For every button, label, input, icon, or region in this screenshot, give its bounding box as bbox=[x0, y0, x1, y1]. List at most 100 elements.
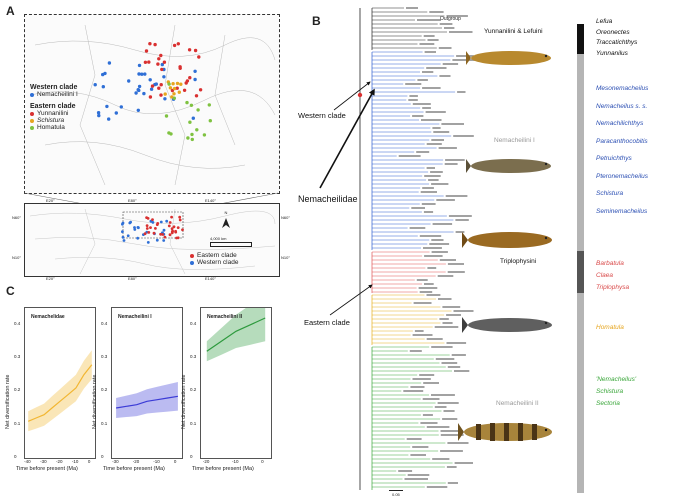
tip-label-mark bbox=[453, 310, 474, 312]
genus-schistura-green: Schistura bbox=[596, 388, 624, 395]
tip-label-mark bbox=[444, 27, 455, 29]
tip-label-mark bbox=[445, 195, 468, 197]
y-tick-label: 0.1 bbox=[14, 420, 21, 426]
y-tick-label: 0.4 bbox=[101, 320, 108, 326]
locality-dot bbox=[159, 232, 163, 236]
x-tick-label: -10 bbox=[153, 459, 160, 464]
rate-line bbox=[206, 317, 266, 352]
legend-eastern-clade: Eastern clade bbox=[190, 252, 238, 259]
x-tick-label: -20 bbox=[202, 459, 210, 464]
tip-label-mark bbox=[423, 35, 435, 37]
western-clade-label: Western clade bbox=[298, 111, 346, 120]
tip-label-mark bbox=[409, 227, 426, 229]
locality-dot bbox=[185, 100, 189, 105]
tip-label-mark bbox=[432, 127, 441, 129]
genus-list-red: Barbatula Claea Triplophysa bbox=[596, 258, 629, 294]
genus-oreonectes: Oreonectes bbox=[596, 28, 630, 36]
tip-label-mark bbox=[454, 370, 470, 372]
locality-dot bbox=[114, 111, 119, 115]
tip-label-mark bbox=[438, 147, 457, 149]
legend-western-clade: Western clade bbox=[190, 259, 238, 266]
tip-label-mark bbox=[431, 183, 449, 185]
genus-homatula: Homatula bbox=[596, 324, 624, 331]
tip-label-mark bbox=[422, 187, 434, 189]
locality-dot bbox=[157, 86, 161, 90]
y-tick-label: 0.4 bbox=[14, 320, 21, 326]
tip-label-mark bbox=[419, 235, 442, 237]
locality-dot bbox=[176, 226, 180, 229]
tip-label-mark bbox=[452, 59, 475, 61]
fish-triplophysini-icon bbox=[462, 232, 552, 248]
locality-dot bbox=[142, 91, 146, 96]
scale-bar-shape bbox=[210, 242, 252, 247]
locality-dot bbox=[170, 88, 175, 93]
tip-label-mark bbox=[413, 302, 432, 304]
tip-label-mark bbox=[412, 446, 429, 448]
locality-dot bbox=[208, 119, 212, 123]
y-tick-label: 0.1 bbox=[190, 420, 197, 426]
locality-dot bbox=[137, 84, 142, 89]
tip-label-mark bbox=[423, 211, 434, 213]
locality-dot bbox=[159, 83, 163, 87]
y-tick-label: 0 bbox=[190, 454, 193, 459]
x-axis-label: Time before present (Ma) bbox=[103, 466, 165, 472]
sidebar-gray-1 bbox=[577, 54, 584, 251]
tip-label-mark bbox=[439, 259, 456, 261]
locality-dot bbox=[144, 49, 149, 53]
locality-dot bbox=[171, 82, 175, 86]
tip-label-mark bbox=[446, 314, 461, 316]
tip-label-mark bbox=[435, 358, 455, 360]
tip-label-mark bbox=[426, 294, 441, 296]
x-axis-label: Time before present (Ma) bbox=[192, 466, 254, 472]
x-tick-1-bottom: E20° bbox=[46, 276, 55, 281]
tip-label-mark bbox=[446, 342, 467, 344]
blue-dot-icon bbox=[190, 260, 194, 265]
tip-label-mark bbox=[408, 99, 418, 101]
tip-label-mark bbox=[455, 231, 465, 233]
genus-seminemacheilus: Seminemacheilus bbox=[596, 207, 648, 215]
locality-dot bbox=[159, 53, 163, 58]
tip-label-mark bbox=[422, 107, 431, 109]
tip-label-mark bbox=[426, 486, 448, 488]
locality-dot bbox=[162, 239, 166, 242]
tip-label-mark bbox=[404, 478, 428, 480]
tip-label-mark bbox=[422, 87, 441, 89]
main-map-svg bbox=[29, 208, 276, 275]
y-tick-label: 0.2 bbox=[190, 387, 197, 393]
panel-b-label: B bbox=[312, 14, 321, 28]
tip-label-mark bbox=[447, 366, 461, 368]
x-tick-label: 0 bbox=[87, 459, 91, 464]
y-tick-label: 0 bbox=[14, 454, 17, 459]
fish-label-triplophysini: Triplophysini bbox=[500, 258, 537, 265]
locality-dot bbox=[97, 113, 101, 118]
genus-nemachilichthys: Nemachilichthys bbox=[596, 120, 644, 127]
panel-c-label: C bbox=[6, 284, 15, 298]
x-tick-3-bottom: E140° bbox=[205, 276, 216, 281]
x-tick-label: 0 bbox=[173, 459, 177, 464]
tip-label-mark bbox=[406, 7, 418, 9]
locality-dot bbox=[162, 60, 167, 64]
tip-label-mark bbox=[431, 394, 455, 396]
tip-label-mark bbox=[434, 406, 447, 408]
locality-dot bbox=[154, 227, 157, 230]
locality-dot bbox=[121, 235, 125, 239]
tip-label-mark bbox=[406, 438, 422, 440]
legend-homatula: Homatula bbox=[30, 124, 78, 131]
locality-dot bbox=[128, 221, 132, 225]
tip-label-mark bbox=[426, 426, 450, 428]
confidence-band bbox=[116, 382, 178, 418]
locality-dot bbox=[137, 72, 141, 76]
locality-dot bbox=[168, 233, 172, 237]
nemacheilidae-label: Nemacheilidae bbox=[298, 194, 358, 204]
sidebar-black bbox=[577, 24, 584, 54]
genus-lefua: Lefua bbox=[596, 18, 613, 25]
locality-dot bbox=[202, 133, 207, 137]
locality-dot bbox=[207, 103, 211, 107]
tip-label-mark bbox=[410, 386, 425, 388]
tip-label-mark bbox=[419, 43, 435, 45]
locality-dot bbox=[195, 128, 199, 132]
tip-label-mark bbox=[403, 390, 424, 392]
tip-label-mark bbox=[451, 354, 466, 356]
orange-dot-icon bbox=[30, 118, 34, 123]
x-tick-label: -10 bbox=[71, 459, 79, 464]
